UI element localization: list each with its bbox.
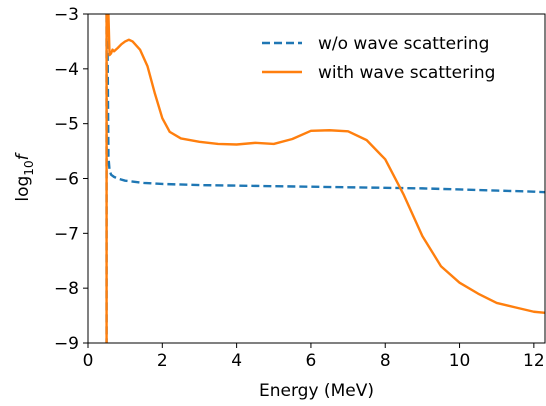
y-tick-label: −7 bbox=[54, 224, 79, 244]
series-layer bbox=[105, 14, 545, 343]
x-tick-label: 8 bbox=[380, 351, 391, 371]
x-axis: 0 2 4 6 8 10 12 bbox=[83, 343, 545, 371]
x-tick-label: 10 bbox=[449, 351, 471, 371]
y-axis-label: log10f bbox=[13, 151, 36, 201]
x-tick-label: 12 bbox=[523, 351, 545, 371]
x-tick-label: 0 bbox=[83, 351, 94, 371]
y-tick-label: −8 bbox=[54, 279, 79, 299]
y-tick-label: −5 bbox=[54, 115, 79, 135]
legend-label-wo-scattering: w/o wave scattering bbox=[318, 34, 489, 54]
y-tick-label: −3 bbox=[54, 5, 79, 25]
legend-label-with-scattering: with wave scattering bbox=[318, 63, 495, 83]
series-line-1 bbox=[105, 14, 545, 343]
y-tick-label: −9 bbox=[54, 334, 79, 354]
y-tick-label: −6 bbox=[54, 170, 79, 190]
x-tick-label: 6 bbox=[306, 351, 317, 371]
y-axis: −9 −8 −7 −6 −5 −4 −3 bbox=[54, 5, 88, 354]
y-tick-label: −4 bbox=[54, 60, 79, 80]
x-axis-label: Energy (MeV) bbox=[259, 381, 374, 401]
x-tick-label: 2 bbox=[157, 351, 168, 371]
legend: w/o wave scattering with wave scattering bbox=[262, 34, 495, 83]
series-line-0 bbox=[105, 14, 545, 343]
x-tick-label: 4 bbox=[231, 351, 242, 371]
